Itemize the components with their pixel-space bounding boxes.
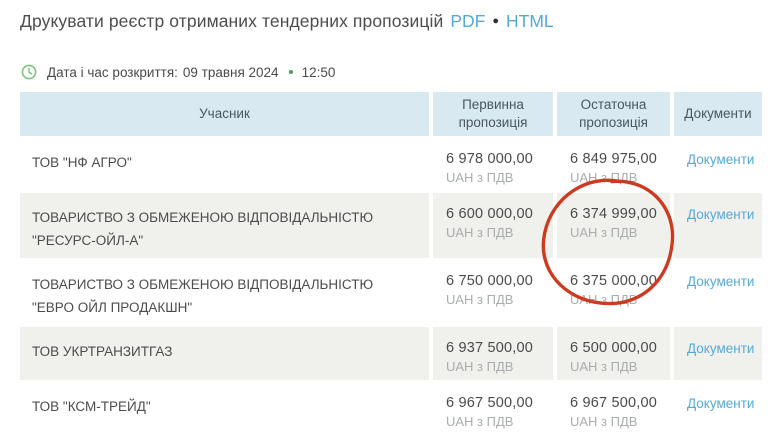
initial-proposal-cell: 6 600 000,00 UAH з ПДВ: [429, 191, 555, 260]
initial-amount: 6 967 500,00: [446, 395, 534, 412]
clock-icon: [21, 64, 37, 80]
table-row: ТОВАРИСТВО З ОБМЕЖЕНОЮ ВІДПОВІДАЛЬНІСТЮ …: [20, 258, 762, 327]
final-amount: 6 500 000,00: [570, 340, 658, 357]
tender-proposals-page: Друкувати реєстр отриманих тендерних про…: [20, 11, 762, 436]
documents-link[interactable]: Документи: [687, 274, 755, 290]
final-proposal-cell: 6 967 500,00 UAH з ПДВ: [553, 380, 672, 436]
initial-amount: 6 937 500,00: [446, 340, 534, 357]
documents-cell: Документи: [670, 258, 762, 327]
documents-cell: Документи: [670, 380, 762, 436]
currency-note: UAH з ПДВ: [446, 414, 514, 430]
col-header-initial-proposal: Первинна пропозиція: [429, 92, 555, 138]
page-title: Друкувати реєстр отриманих тендерних про…: [20, 11, 444, 31]
dot-separator-icon: [288, 70, 293, 74]
initial-proposal-cell: 6 750 000,00 UAH з ПДВ: [429, 258, 555, 327]
disclosure-label: Дата і час розкриття:: [47, 64, 178, 80]
bullet-separator-icon: ●: [492, 15, 500, 27]
currency-note: UAH з ПДВ: [446, 225, 514, 241]
documents-link[interactable]: Документи: [687, 152, 755, 168]
disclosure-date: 09 травня 2024: [182, 64, 279, 80]
documents-cell: Документи: [670, 191, 762, 260]
initial-amount: 6 978 000,00: [446, 151, 534, 168]
documents-cell: Документи: [670, 325, 762, 382]
initial-proposal-cell: 6 978 000,00 UAH з ПДВ: [429, 136, 555, 193]
documents-link[interactable]: Документи: [687, 341, 755, 357]
initial-proposal-cell: 6 967 500,00 UAH з ПДВ: [429, 380, 555, 436]
col-header-final-proposal: Остаточна пропозиція: [553, 92, 672, 138]
final-amount: 6 849 975,00: [570, 151, 658, 168]
participant-name: ТОВАРИСТВО З ОБМЕЖЕНОЮ ВІДПОВІДАЛЬНІСТЮ …: [20, 191, 431, 260]
html-link[interactable]: HTML: [506, 11, 554, 31]
documents-link[interactable]: Документи: [687, 207, 755, 223]
final-proposal-cell: 6 849 975,00 UAH з ПДВ: [553, 136, 672, 193]
final-amount: 6 967 500,00: [570, 395, 658, 412]
disclosure-date-row: Дата і час розкриття: 09 травня 2024 12:…: [21, 64, 335, 80]
initial-proposal-cell: 6 937 500,00 UAH з ПДВ: [429, 325, 555, 382]
initial-amount: 6 600 000,00: [446, 206, 534, 223]
final-amount: 6 375 000,00: [570, 273, 658, 290]
pdf-link[interactable]: PDF: [450, 11, 486, 31]
page-title-row: Друкувати реєстр отриманих тендерних про…: [20, 11, 554, 32]
table-header-row: Учасник Первинна пропозиція Остаточна пр…: [20, 92, 762, 138]
final-proposal-cell: 6 375 000,00 UAH з ПДВ: [553, 258, 672, 327]
documents-link[interactable]: Документи: [687, 396, 755, 412]
documents-cell: Документи: [670, 136, 762, 193]
table-row: ТОВ "НФ АГРО" 6 978 000,00 UAH з ПДВ 6 8…: [20, 136, 762, 193]
participant-name: ТОВ УКРТРАНЗИТГАЗ: [20, 325, 431, 382]
currency-note: UAH з ПДВ: [446, 170, 514, 186]
final-amount: 6 374 999,00: [570, 206, 658, 223]
table-row: ТОВ "КСМ-ТРЕЙД" 6 967 500,00 UAH з ПДВ 6…: [20, 380, 762, 436]
participant-name: ТОВ "КСМ-ТРЕЙД": [20, 380, 431, 436]
participant-name: ТОВАРИСТВО З ОБМЕЖЕНОЮ ВІДПОВІДАЛЬНІСТЮ …: [20, 258, 431, 327]
currency-note: UAH з ПДВ: [570, 414, 638, 430]
participant-name: ТОВ "НФ АГРО": [20, 136, 431, 193]
col-header-participant: Учасник: [20, 92, 431, 138]
currency-note: UAH з ПДВ: [446, 292, 514, 308]
proposals-table: Учасник Первинна пропозиція Остаточна пр…: [20, 92, 762, 436]
table-body: ТОВ "НФ АГРО" 6 978 000,00 UAH з ПДВ 6 8…: [20, 136, 762, 436]
col-header-documents: Документи: [670, 92, 762, 138]
currency-note: UAH з ПДВ: [570, 292, 638, 308]
table-row: ТОВ УКРТРАНЗИТГАЗ 6 937 500,00 UAH з ПДВ…: [20, 325, 762, 382]
currency-note: UAH з ПДВ: [570, 359, 638, 375]
final-proposal-cell: 6 500 000,00 UAH з ПДВ: [553, 325, 672, 382]
table-row: ТОВАРИСТВО З ОБМЕЖЕНОЮ ВІДПОВІДАЛЬНІСТЮ …: [20, 191, 762, 260]
disclosure-time: 12:50: [301, 64, 336, 80]
final-proposal-cell: 6 374 999,00 UAH з ПДВ: [553, 191, 672, 260]
initial-amount: 6 750 000,00: [446, 273, 534, 290]
currency-note: UAH з ПДВ: [446, 359, 514, 375]
proposals-table-wrap: Учасник Первинна пропозиція Остаточна пр…: [20, 92, 762, 436]
currency-note: UAH з ПДВ: [570, 170, 638, 186]
currency-note: UAH з ПДВ: [570, 225, 638, 241]
